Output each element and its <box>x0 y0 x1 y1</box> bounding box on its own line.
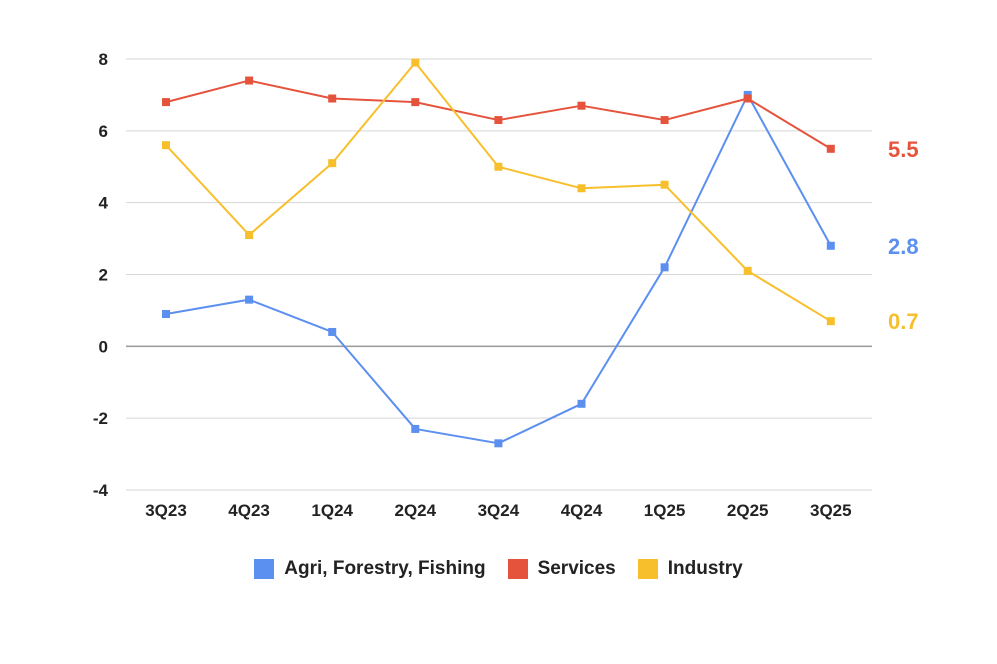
data-point[interactable] <box>328 159 337 168</box>
series-line-1 <box>165 79 832 150</box>
y-axis-tick-labels: 8 6 4 2 0 -2 -4 <box>93 50 109 500</box>
legend-item-agri[interactable]: Agri, Forestry, Fishing <box>254 558 486 580</box>
x-tick-label: 1Q25 <box>644 501 686 520</box>
x-tick-label: 3Q24 <box>478 501 520 520</box>
y-tick-label: -4 <box>93 481 109 500</box>
end-label-0: 2.8 <box>888 234 919 259</box>
y-tick-label: 2 <box>99 266 108 285</box>
legend-swatch-industry <box>637 559 658 579</box>
data-point[interactable] <box>245 230 254 239</box>
data-point[interactable] <box>743 94 752 103</box>
data-point[interactable] <box>826 241 835 250</box>
data-point[interactable] <box>162 310 170 319</box>
x-tick-label: 4Q23 <box>228 501 270 520</box>
data-point[interactable] <box>328 327 337 336</box>
legend-swatch-agri <box>254 559 275 579</box>
data-point[interactable] <box>660 116 669 125</box>
x-axis-tick-labels: 3Q23 4Q23 1Q24 2Q24 3Q24 4Q24 1Q25 2Q25 3Q25 <box>145 501 851 520</box>
legend-item-industry[interactable]: Industry <box>637 558 743 580</box>
x-tick-label: 2Q24 <box>395 501 437 520</box>
data-point[interactable] <box>577 101 586 110</box>
data-point[interactable] <box>245 295 254 304</box>
data-point[interactable] <box>162 141 170 150</box>
y-tick-label: 8 <box>99 50 108 69</box>
legend-swatch-services <box>507 559 528 579</box>
gridlines <box>126 58 872 491</box>
y-tick-label: 4 <box>99 194 109 213</box>
data-point[interactable] <box>826 144 835 153</box>
data-point[interactable] <box>660 263 669 272</box>
data-point[interactable] <box>743 266 752 275</box>
legend-label-industry: Industry <box>667 558 743 579</box>
legend-item-services[interactable]: Services <box>507 558 616 580</box>
data-point[interactable] <box>411 424 420 433</box>
data-point[interactable] <box>328 94 337 103</box>
legend-label-agri: Agri, Forestry, Fishing <box>284 558 486 579</box>
x-tick-label: 3Q23 <box>145 501 187 520</box>
series-line-0 <box>165 93 832 445</box>
series-end-labels: 2.8 5.5 0.7 <box>888 137 919 334</box>
x-tick-label: 2Q25 <box>727 501 769 520</box>
data-point[interactable] <box>411 98 420 107</box>
end-label-1: 5.5 <box>888 137 919 162</box>
data-point[interactable] <box>577 184 586 193</box>
data-point[interactable] <box>162 98 170 107</box>
x-tick-label: 3Q25 <box>810 501 852 520</box>
data-point[interactable] <box>245 76 254 85</box>
legend: Agri, Forestry, Fishing Services Industr… <box>0 558 997 580</box>
legend-label-services: Services <box>537 558 616 579</box>
data-point[interactable] <box>411 58 420 67</box>
data-point[interactable] <box>826 317 835 326</box>
series-points <box>162 58 835 448</box>
end-label-2: 0.7 <box>888 309 919 334</box>
data-point[interactable] <box>494 116 503 125</box>
data-point[interactable] <box>494 162 503 171</box>
y-tick-label: 0 <box>99 337 108 356</box>
y-tick-label: 6 <box>99 122 108 141</box>
series-line-2 <box>165 61 832 323</box>
y-tick-label: -2 <box>93 409 108 428</box>
x-tick-label: 1Q24 <box>311 501 353 520</box>
data-point[interactable] <box>577 399 586 408</box>
x-tick-label: 4Q24 <box>561 501 603 520</box>
data-point[interactable] <box>660 180 669 189</box>
data-point[interactable] <box>494 439 503 448</box>
